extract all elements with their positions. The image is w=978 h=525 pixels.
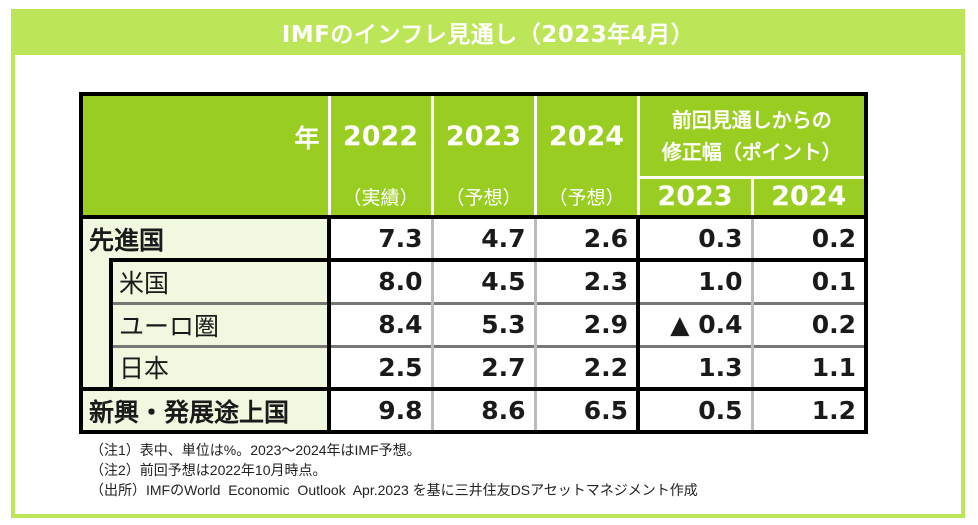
row-label: 新興・発展途上国 xyxy=(79,387,331,434)
header-year-2023: 2023 xyxy=(432,92,537,177)
cell-2024: 2.2 xyxy=(535,344,640,389)
cell-rev-2024: 1.1 xyxy=(752,344,868,389)
year-header-label: 年 xyxy=(79,92,331,177)
revision-year-2023: 2023 xyxy=(638,177,754,219)
cell-rev-2023: 0.3 xyxy=(638,217,754,260)
revision-header: 前回見通しからの 修正幅（ポイント） xyxy=(638,92,868,179)
inflation-table: 年 2022 2023 2024 前回見通しからの 修正幅（ポイント） （実績）… xyxy=(79,92,868,434)
indent-cell xyxy=(79,260,113,389)
revision-header-line1: 前回見通しからの xyxy=(671,107,832,132)
cell-rev-2024: 0.1 xyxy=(752,258,868,303)
cell-2024: 6.5 xyxy=(535,387,640,434)
header-note-2023: （予想） xyxy=(432,177,537,219)
header-year-2024: 2024 xyxy=(535,92,640,177)
cell-2024: 2.3 xyxy=(535,258,640,303)
cell-2023: 8.6 xyxy=(432,387,537,434)
row-label: 米国 xyxy=(111,258,331,303)
cell-2022: 2.5 xyxy=(329,344,434,389)
cell-2024: 2.6 xyxy=(535,217,640,260)
title-bar: IMFのインフレ見通し（2023年4月） xyxy=(11,9,965,55)
table-row: 新興・発展途上国 9.8 8.6 6.5 0.5 1.2 xyxy=(79,387,868,434)
cell-2023: 4.7 xyxy=(432,217,537,260)
cell-rev-2023: ▲ 0.4 xyxy=(638,301,754,346)
cell-rev-2024: 1.2 xyxy=(752,387,868,434)
footnotes: （注1）表中、単位は%。2023～2024年はIMF予想。 （注2）前回予想は2… xyxy=(90,440,698,500)
cell-2022: 8.4 xyxy=(329,301,434,346)
cell-2023: 5.3 xyxy=(432,301,537,346)
revision-header-line2: 修正幅（ポイント） xyxy=(661,139,842,164)
table-row: 日本 2.5 2.7 2.2 1.3 1.1 xyxy=(81,344,868,389)
cell-2022: 9.8 xyxy=(329,387,434,434)
cell-2024: 2.9 xyxy=(535,301,640,346)
footnote-2: （注2）前回予想は2022年10月時点。 xyxy=(90,462,327,478)
cell-rev-2024: 0.2 xyxy=(752,217,868,260)
cell-rev-2024: 0.2 xyxy=(752,301,868,346)
revision-year-2024: 2024 xyxy=(752,177,868,219)
cell-2023: 4.5 xyxy=(432,258,537,303)
table-row: 先進国 7.3 4.7 2.6 0.3 0.2 xyxy=(79,217,868,260)
header-note-2024: （予想） xyxy=(535,177,640,219)
outer-frame xyxy=(11,9,965,518)
row-label: 日本 xyxy=(111,344,331,389)
cell-2023: 2.7 xyxy=(432,344,537,389)
row-label: 先進国 xyxy=(79,217,331,260)
cell-2022: 8.0 xyxy=(329,258,434,303)
row-label: ユーロ圏 xyxy=(111,301,331,346)
header-blank xyxy=(79,177,331,219)
page-title: IMFのインフレ見通し（2023年4月） xyxy=(281,22,695,48)
cell-rev-2023: 1.3 xyxy=(638,344,754,389)
cell-2022: 7.3 xyxy=(329,217,434,260)
footnote-1: （注1）表中、単位は%。2023～2024年はIMF予想。 xyxy=(90,442,421,458)
header-year-2022: 2022 xyxy=(329,92,434,177)
table-row: 米国 8.0 4.5 2.3 1.0 0.1 xyxy=(79,258,868,389)
header-note-2022: （実績） xyxy=(329,177,434,219)
table-row: ユーロ圏 8.4 5.3 2.9 ▲ 0.4 0.2 xyxy=(81,301,868,346)
footnote-source: （出所）IMFのWorld Economic Outlook Apr.2023 … xyxy=(90,482,698,498)
cell-rev-2023: 1.0 xyxy=(638,258,754,303)
cell-rev-2023: 0.5 xyxy=(638,387,754,434)
